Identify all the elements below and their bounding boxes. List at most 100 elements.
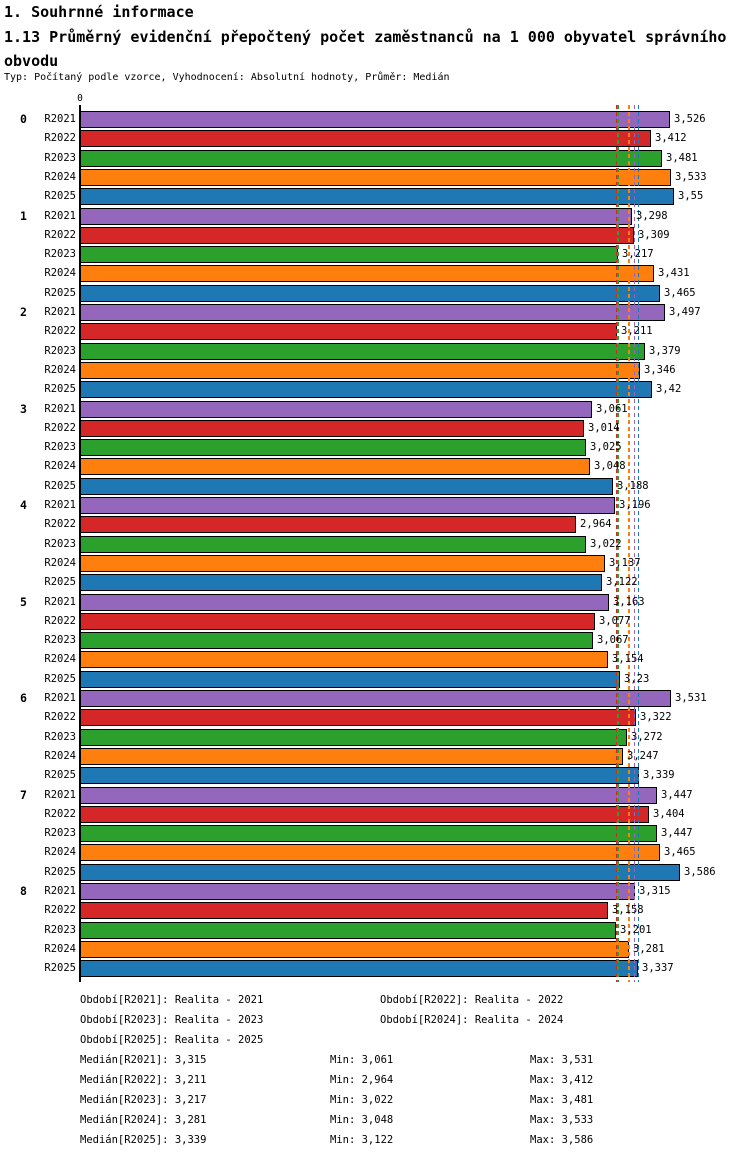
- row-label: R2024: [44, 942, 76, 955]
- bar: [80, 497, 615, 514]
- bar: [80, 805, 649, 823]
- bar-value-label: 3,272: [631, 730, 663, 743]
- bar: [80, 284, 660, 302]
- group-label: 5: [20, 594, 27, 609]
- stat-max: Max: 3,533: [530, 1114, 594, 1126]
- bar: [80, 747, 623, 765]
- bar-value-label: 3,137: [609, 556, 641, 569]
- bar-value-label: 3,067: [597, 634, 629, 647]
- legend-item: Období[R2025]: Realita - 2025: [80, 1034, 264, 1046]
- bar: [80, 863, 680, 881]
- stat-median: Medián[R2025]: 3,339: [80, 1134, 207, 1146]
- bar-value-label: 3,447: [661, 788, 693, 801]
- bar-value-label: 3,42: [656, 383, 682, 396]
- bar-value-label: 3,247: [627, 749, 659, 762]
- bar-value-label: 3,154: [612, 653, 644, 666]
- page-title: 1. Souhrnné informace: [4, 3, 194, 21]
- bar-value-label: 3,298: [636, 209, 668, 222]
- bar: [80, 111, 670, 128]
- bar: [80, 883, 635, 900]
- bar: [80, 535, 586, 553]
- row-label: R2021: [44, 209, 76, 222]
- row-label: R2021: [44, 402, 76, 415]
- bar: [80, 130, 651, 148]
- row-label: R2022: [44, 518, 76, 531]
- bar: [80, 226, 634, 244]
- row-label: R2022: [44, 614, 76, 627]
- bar: [80, 419, 584, 437]
- bar-value-label: 3,533: [675, 170, 707, 183]
- group-label: 2: [20, 305, 27, 319]
- stat-median: Medián[R2021]: 3,315: [80, 1054, 207, 1066]
- stat-max: Max: 3,412: [530, 1074, 594, 1086]
- bar-value-label: 3,014: [588, 421, 620, 434]
- row-label: R2024: [44, 460, 76, 473]
- bar-value-label: 3,217: [622, 248, 654, 261]
- median-line-r2022: [616, 105, 618, 982]
- group-label: 0: [20, 112, 27, 126]
- row-label: R2024: [44, 556, 76, 569]
- chart-stats: Medián[R2021]: 3,315 Min: 3,061 Max: 3,531…: [0, 985, 750, 1158]
- row-label: R2025: [44, 383, 76, 396]
- bar: [80, 554, 605, 572]
- bar-value-label: 3,339: [643, 769, 675, 782]
- row-label: R2021: [44, 788, 76, 801]
- bar: [80, 516, 576, 534]
- bar-value-label: 3,55: [678, 190, 704, 203]
- stat-min: Min: 3,048: [330, 1114, 394, 1126]
- bar: [80, 593, 609, 611]
- bar-value-label: 3,309: [638, 228, 670, 241]
- stat-min: Min: 3,022: [330, 1094, 394, 1106]
- median-line-r2021: [633, 105, 636, 982]
- bar-value-label: 3,526: [674, 113, 706, 125]
- bar: [80, 902, 608, 920]
- row-label: R2025: [44, 576, 76, 589]
- row-label: R2022: [44, 711, 76, 724]
- row-label: R2023: [44, 537, 76, 550]
- row-label: R2022: [44, 132, 76, 145]
- bar: [80, 632, 593, 650]
- bar-value-label: 3,337: [642, 962, 674, 975]
- group-label: 8: [20, 884, 27, 898]
- bar: [80, 246, 618, 264]
- bar: [80, 709, 636, 727]
- chart-legend: Období[R2021]: Realita - 2021 Období[R202…: [0, 985, 750, 1158]
- bar-value-label: 3,022: [590, 537, 622, 550]
- bar-value-label: 3,122: [606, 576, 638, 589]
- row-label: R2025: [44, 479, 76, 492]
- row-label: R2023: [44, 344, 76, 357]
- axis-origin-label: 0: [77, 93, 83, 104]
- bar: [80, 168, 671, 186]
- row-label: R2023: [44, 730, 76, 743]
- group-label: 4: [20, 498, 27, 512]
- row-label: R2024: [44, 653, 76, 666]
- bar: [80, 149, 662, 167]
- row-label: R2023: [44, 441, 76, 454]
- bar: [80, 361, 640, 379]
- bar-value-label: 3,481: [666, 151, 698, 164]
- row-label: R2023: [44, 923, 76, 936]
- bar: [80, 844, 660, 862]
- row-label: R2025: [44, 190, 76, 203]
- bar-value-label: 3,447: [661, 827, 693, 840]
- row-label: R2021: [44, 499, 76, 511]
- group-label: 7: [20, 787, 27, 802]
- bar-value-label: 3,465: [664, 846, 696, 859]
- median-line-r2025: [637, 105, 640, 982]
- bar-value-label: 3,23: [624, 672, 650, 685]
- stat-max: Max: 3,586: [530, 1134, 594, 1146]
- row-label: R2025: [44, 865, 76, 878]
- bar: [80, 940, 629, 958]
- bar: [80, 342, 645, 360]
- row-label: R2021: [44, 595, 76, 608]
- row-label: R2023: [44, 151, 76, 164]
- bar-value-label: 3,497: [669, 306, 701, 318]
- bar-value-label: 3,315: [639, 885, 671, 897]
- bar: [80, 690, 671, 707]
- bar-value-label: 3,061: [596, 402, 628, 415]
- row-label: R2024: [44, 749, 76, 762]
- bar-value-label: 3,188: [617, 479, 649, 492]
- row-label: R2022: [44, 904, 76, 917]
- row-label: R2025: [44, 962, 76, 975]
- bar: [80, 323, 617, 341]
